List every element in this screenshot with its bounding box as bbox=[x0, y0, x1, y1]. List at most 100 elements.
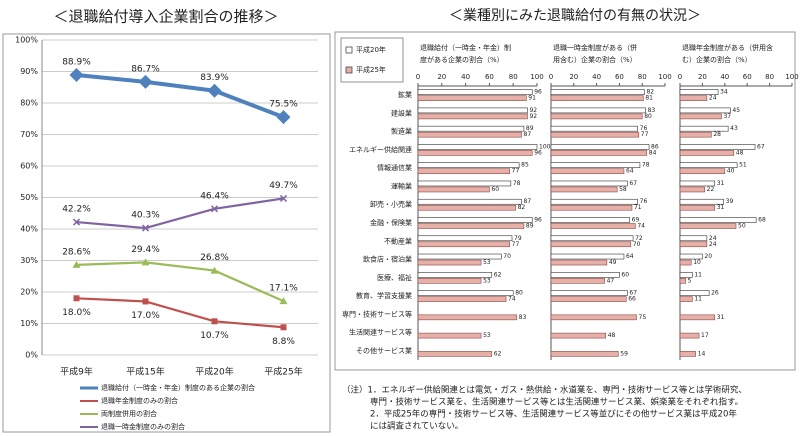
marker bbox=[73, 295, 80, 302]
marker bbox=[141, 224, 150, 232]
bar bbox=[417, 107, 528, 114]
data-label: 40 bbox=[727, 168, 735, 175]
y-tick-label: 40% bbox=[20, 225, 38, 234]
bar bbox=[679, 277, 686, 284]
data-label: 83 bbox=[648, 107, 656, 114]
bar bbox=[417, 204, 516, 211]
data-label: 77 bbox=[641, 131, 649, 138]
data-label: 87 bbox=[524, 131, 532, 138]
data-label: 59 bbox=[620, 350, 628, 357]
bar bbox=[679, 186, 705, 193]
data-label: 5 bbox=[688, 277, 692, 284]
bar bbox=[550, 198, 638, 205]
data-label: 78 bbox=[642, 162, 650, 169]
data-label: 80 bbox=[515, 290, 523, 297]
category-label: 飲食店・宿泊業 bbox=[363, 255, 412, 264]
bar bbox=[679, 290, 710, 296]
category-label: 卸売・小売業 bbox=[370, 200, 412, 209]
series-line bbox=[76, 197, 284, 230]
data-label: 100 bbox=[539, 143, 551, 150]
legend-label: 平成20年 bbox=[356, 45, 386, 54]
bar bbox=[550, 351, 619, 357]
category-label: 専門・技術サービス等 bbox=[342, 309, 412, 318]
bar bbox=[679, 107, 731, 114]
data-label: 24 bbox=[709, 241, 717, 248]
category-label: 生活関連サービス等 bbox=[349, 328, 412, 337]
x-tick-label: 平成20年 bbox=[195, 366, 233, 378]
bar bbox=[679, 113, 722, 120]
bar bbox=[550, 235, 634, 242]
data-label: 28 bbox=[713, 131, 721, 138]
chart-title: ＜業種別にみた退職給付の有無の状況＞ bbox=[449, 8, 701, 24]
data-label: 79 bbox=[514, 235, 522, 242]
data-label: 67 bbox=[629, 290, 637, 297]
bar bbox=[550, 314, 637, 321]
marker bbox=[142, 298, 149, 305]
bar bbox=[417, 314, 518, 321]
marker bbox=[210, 266, 219, 274]
data-label: 69 bbox=[632, 217, 640, 224]
bar bbox=[679, 259, 692, 266]
data-label: 70 bbox=[633, 241, 641, 248]
data-label: 64 bbox=[626, 168, 634, 175]
data-label: 77 bbox=[512, 168, 520, 175]
data-label: 76 bbox=[640, 125, 648, 132]
x-tick-label: 60 bbox=[615, 73, 624, 81]
data-label: 8.8% bbox=[272, 337, 295, 347]
data-label: 31 bbox=[717, 180, 725, 187]
data-label: 89 bbox=[526, 125, 534, 132]
x-tick-label: 100 bbox=[530, 73, 543, 81]
category-label: 不動産業 bbox=[384, 236, 412, 245]
series-line bbox=[76, 297, 284, 329]
category-label: 建設業 bbox=[391, 108, 412, 117]
bar bbox=[679, 144, 756, 150]
data-label: 86 bbox=[651, 143, 659, 150]
marker bbox=[72, 260, 81, 268]
legend-box bbox=[340, 37, 404, 83]
data-label: 17 bbox=[701, 332, 709, 339]
bar bbox=[417, 290, 514, 296]
x-tick-label: 平成15年 bbox=[126, 366, 164, 378]
data-label: 10 bbox=[693, 259, 701, 266]
bar bbox=[417, 217, 533, 223]
bar bbox=[679, 235, 708, 242]
bar bbox=[679, 95, 708, 101]
x-tick-label: 20 bbox=[569, 73, 578, 81]
bar bbox=[550, 290, 628, 296]
bar bbox=[679, 314, 716, 321]
x-tick-label: 0 bbox=[549, 73, 553, 81]
category-label: 運輸業 bbox=[391, 181, 412, 190]
bar bbox=[679, 131, 712, 138]
bar bbox=[550, 131, 640, 138]
bar bbox=[417, 89, 533, 95]
data-label: 88.9% bbox=[62, 57, 91, 67]
bar bbox=[417, 168, 510, 174]
data-label: 78 bbox=[513, 180, 521, 187]
bar bbox=[417, 332, 482, 339]
data-label: 29.4% bbox=[131, 245, 160, 255]
data-label: 60 bbox=[491, 186, 499, 193]
bar bbox=[417, 144, 538, 150]
bar bbox=[550, 168, 625, 174]
y-tick-label: 10% bbox=[20, 319, 38, 328]
bar bbox=[550, 223, 636, 229]
data-label: 53 bbox=[483, 259, 491, 266]
marker bbox=[280, 324, 287, 331]
data-label: 39 bbox=[726, 198, 734, 205]
data-label: 37 bbox=[723, 113, 731, 120]
bar bbox=[679, 241, 708, 248]
data-label: 89 bbox=[526, 223, 534, 230]
bar bbox=[550, 144, 650, 150]
x-tick-label: 0 bbox=[416, 73, 420, 81]
panel-subtitle: 退職一時金制度がある（併 bbox=[553, 43, 637, 52]
bar bbox=[417, 351, 493, 357]
marker bbox=[72, 218, 81, 226]
data-label: 48 bbox=[608, 332, 616, 339]
data-label: 18.0% bbox=[62, 308, 91, 318]
marker bbox=[279, 194, 288, 202]
bar bbox=[550, 89, 645, 95]
chart-title: ＜退職給付導入企業割合の推移＞ bbox=[53, 8, 278, 26]
bar bbox=[550, 125, 638, 132]
x-tick-label: 40 bbox=[592, 73, 601, 81]
left-frame bbox=[2, 33, 331, 433]
